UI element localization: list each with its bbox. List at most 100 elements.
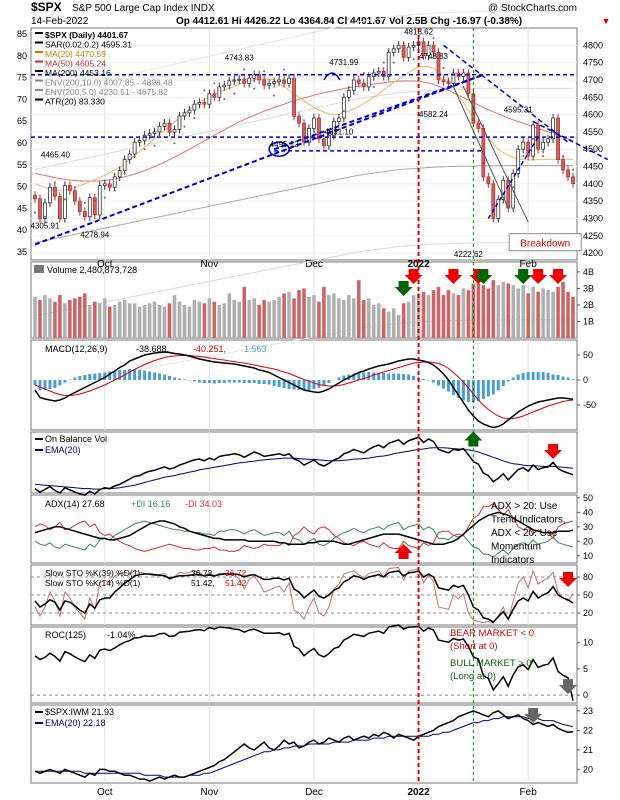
price-legend-item: $SPX (Daily) 4401.67 <box>45 30 128 40</box>
macd-histogram-bar <box>232 380 236 383</box>
macd-histogram-bar <box>367 372 371 380</box>
macd-histogram-bar <box>297 380 301 390</box>
candle-body <box>556 117 560 160</box>
volume-bar <box>357 280 361 338</box>
price-axis-label: 4500 <box>583 144 603 154</box>
sar-dot <box>382 61 385 64</box>
adx-note-line: ADX > 20: Use <box>491 501 558 512</box>
volume-bar <box>202 303 207 338</box>
volume-bar <box>347 295 351 338</box>
candle-body <box>336 117 341 122</box>
macd-histogram-bar <box>143 370 147 380</box>
macd-histogram-bar <box>441 380 445 389</box>
candle-body <box>82 211 87 218</box>
volume-axis-label: 4B <box>583 267 594 277</box>
macd-histogram-bar <box>38 380 42 391</box>
sar-dot <box>263 70 266 73</box>
candle-body <box>43 202 47 219</box>
sto39-legend-name: Slow STO %K(39) %D(1) <box>45 568 140 578</box>
volume-bar <box>371 304 376 338</box>
candle-body <box>506 179 511 209</box>
candle-body <box>182 112 187 117</box>
sar-dot <box>402 42 405 45</box>
volume-bar <box>456 295 461 338</box>
volume-bar <box>43 295 47 338</box>
candle-body <box>232 79 237 82</box>
sar-dot <box>362 72 365 75</box>
macd-legend-hist: 1.563 <box>244 344 267 354</box>
macd-histogram-bar <box>456 380 460 398</box>
volume-bar <box>177 301 182 338</box>
symbol-label: $SPX <box>31 0 62 14</box>
volume-bar <box>242 286 247 338</box>
candle-body <box>327 134 331 147</box>
macd-histogram-bar <box>352 373 356 380</box>
volume-bar <box>217 304 222 338</box>
month-label-top: Feb <box>520 259 538 270</box>
macd-histogram-bar <box>282 380 286 388</box>
sar-dot <box>312 130 315 133</box>
candle-body <box>137 140 142 143</box>
candle-body <box>381 70 386 77</box>
macd-histogram-bar <box>461 380 465 401</box>
macd-histogram-bar <box>561 376 565 380</box>
volume-bar <box>102 298 107 338</box>
price-legend-item: MA(50) 4605.24 <box>45 59 106 69</box>
candle-body <box>202 102 207 105</box>
sto14-legend-k: 51.42, <box>191 578 215 588</box>
price-axis-label: 4800 <box>583 40 603 50</box>
macd-line <box>34 351 574 429</box>
candle-body <box>157 125 162 133</box>
macd-histogram-bar <box>531 372 535 380</box>
candle-body <box>406 46 411 58</box>
macd-histogram-bar <box>566 377 570 380</box>
macd-histogram-bar <box>247 380 251 383</box>
volume-bar <box>287 291 291 338</box>
volume-axis-label: 3B <box>583 283 594 293</box>
candle-body <box>192 103 197 111</box>
volume-bar <box>222 303 227 338</box>
price-axis-label: 4200 <box>583 248 603 258</box>
volume-bar <box>212 301 217 338</box>
price-legend-swatch <box>35 60 43 63</box>
candle-body <box>351 79 356 91</box>
candle-body <box>227 80 232 86</box>
candle-body <box>172 129 177 133</box>
roc-axis-label: 0 <box>583 690 588 700</box>
candle-body <box>322 138 326 147</box>
sar-dot <box>572 168 574 171</box>
sar-dot <box>283 68 286 71</box>
macd-histogram-bar <box>277 380 281 387</box>
candle-body <box>411 44 416 48</box>
quote-line: Op 4412.61 Hi 4426.22 Lo 4364.84 Cl 4401… <box>176 16 522 27</box>
watermark: @ StockCharts.com <box>488 3 577 14</box>
macd-histogram-bar <box>302 380 306 391</box>
roc-down-arrow <box>559 679 578 695</box>
price-annotation: 4582.24 <box>419 110 448 119</box>
candle-body <box>257 74 262 81</box>
macd-histogram-bar <box>412 376 416 380</box>
candle-body <box>376 70 381 74</box>
price-axis-label: 4550 <box>583 127 603 137</box>
candle-body <box>92 197 97 216</box>
volume-bar <box>207 298 212 338</box>
month-label-bottom: Nov <box>200 787 218 798</box>
macd-histogram-bar <box>571 379 575 380</box>
sar-dot <box>442 66 445 69</box>
volume-bar <box>122 300 127 338</box>
macd-histogram-bar <box>192 380 196 382</box>
ma50-line <box>34 80 574 182</box>
macd-histogram-bar <box>337 377 341 380</box>
candle-body <box>312 117 316 129</box>
month-label-bottom: Dec <box>305 787 323 798</box>
macd-histogram-bar <box>556 375 560 380</box>
volume-bar <box>92 301 97 338</box>
sto39-line <box>34 570 574 623</box>
macd-histogram-bar <box>138 370 142 380</box>
price-annotation: 4278.94 <box>80 231 109 240</box>
macd-histogram-bar <box>197 380 201 383</box>
candle-body <box>451 72 456 84</box>
volume-bar <box>257 304 261 338</box>
sar-dot <box>103 196 106 199</box>
month-label-bottom: 2022 <box>407 787 430 798</box>
